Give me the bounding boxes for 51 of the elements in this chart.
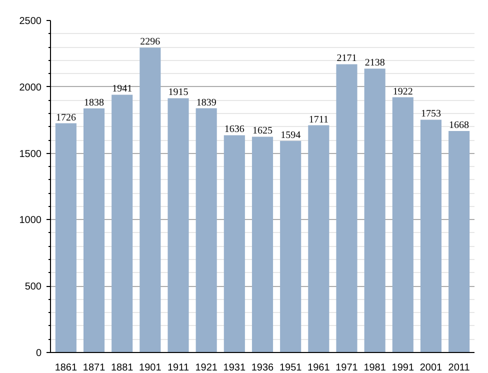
y-tick-label: 1000 [19, 215, 42, 226]
data-label: 1636 [224, 124, 244, 136]
y-tick-label: 1500 [19, 148, 42, 160]
x-tick-label: 1936 [251, 362, 274, 373]
x-tick-label: 1901 [139, 362, 162, 373]
y-tick-label: 2000 [19, 82, 42, 94]
x-tick-label: 1981 [364, 362, 386, 373]
bar [112, 94, 133, 352]
data-label: 2171 [336, 53, 357, 64]
x-tick-label: 1951 [279, 362, 302, 373]
bar [420, 120, 442, 352]
y-tick-label: 0 [36, 348, 42, 359]
x-tick-label: 1991 [392, 362, 414, 373]
x-tick-label: 2001 [420, 362, 443, 373]
data-label: 2138 [364, 58, 385, 69]
data-label: 1753 [420, 108, 441, 120]
bar [364, 68, 386, 352]
bar [252, 136, 274, 352]
x-tick-label: 1931 [223, 362, 246, 373]
data-label: 1625 [252, 126, 272, 137]
bar [196, 108, 217, 352]
data-label: 1711 [308, 114, 328, 126]
bar [336, 64, 358, 352]
data-label: 1915 [168, 87, 188, 98]
data-label: 1839 [196, 97, 216, 108]
x-tick-label: 2011 [448, 362, 470, 373]
x-tick-label: 1871 [82, 362, 106, 373]
x-tick-label: 1961 [308, 362, 330, 373]
data-label: 1594 [280, 130, 301, 141]
data-label: 2296 [140, 36, 160, 48]
x-tick-label: 1861 [54, 362, 78, 373]
y-tick-label: 500 [24, 282, 42, 293]
data-label: 1922 [392, 86, 413, 98]
x-tick-label: 1911 [168, 362, 190, 373]
x-tick-label: 1971 [336, 362, 358, 373]
data-label: 1941 [112, 84, 132, 95]
bar [448, 130, 470, 352]
bar [224, 135, 245, 352]
data-label: 1726 [56, 112, 76, 124]
bar [168, 98, 189, 352]
bar [83, 108, 105, 352]
bar [308, 125, 330, 352]
bar [392, 97, 414, 352]
x-tick-label: 1881 [110, 362, 134, 373]
bar [140, 48, 161, 352]
data-label: 1838 [84, 97, 104, 108]
y-tick-label: 2500 [19, 16, 42, 27]
bar [55, 123, 76, 352]
data-label: 1668 [449, 120, 470, 131]
x-tick-label: 1921 [195, 362, 218, 373]
bar [280, 140, 302, 352]
